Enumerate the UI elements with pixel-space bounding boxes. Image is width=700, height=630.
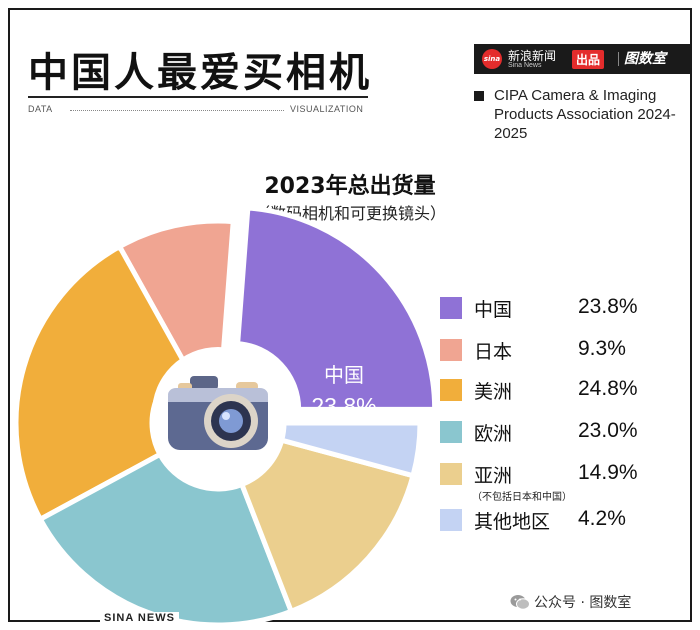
brand-name-en: Sina News xyxy=(508,62,542,69)
legend-label: 其他地区 xyxy=(474,511,551,533)
legend-item: 欧洲 23.0% xyxy=(440,419,650,445)
partner-logo: 图数室 xyxy=(624,51,666,67)
legend-label: 欧洲 xyxy=(474,423,513,445)
legend-label: 美洲 xyxy=(474,381,513,403)
donut-slices xyxy=(13,205,438,628)
title-rule xyxy=(28,96,368,98)
donut-slice-5 xyxy=(238,437,417,615)
visualization-label: VISUALIZATION xyxy=(290,104,364,114)
legend-value: 23.0% xyxy=(578,419,638,442)
donut-slice-6 xyxy=(278,420,423,479)
legend-swatch xyxy=(440,297,462,319)
legend-value: 24.8% xyxy=(578,377,638,400)
highlight-slice-label: 中国 xyxy=(324,363,364,387)
source-bullet-icon xyxy=(474,91,484,101)
footer-wechat: 公众号 · 图数室 xyxy=(510,592,631,612)
legend-note: （不包括日本和中国） xyxy=(472,492,572,503)
legend-item: 中国 23.8% xyxy=(440,295,650,321)
data-label: DATA xyxy=(28,104,53,114)
wechat-icon xyxy=(510,595,530,610)
camera-icon xyxy=(152,347,284,479)
donut-slice-4 xyxy=(36,451,295,628)
chart-title: 2023年总出货量 xyxy=(264,174,436,199)
legend-item: 日本 9.3% xyxy=(440,337,650,363)
legend-swatch xyxy=(440,339,462,361)
legend-label: 日本 xyxy=(474,341,513,363)
page-title: 中国人最爱买相机 xyxy=(28,50,372,96)
brand-produced-badge: 出品 xyxy=(572,50,605,69)
source-text: CIPA Camera & Imaging Products Associati… xyxy=(494,87,676,142)
legend-label: 亚洲 xyxy=(474,465,513,487)
legend-swatch xyxy=(440,463,462,485)
legend-value: 4.2% xyxy=(578,507,626,530)
footer-source: SINA NEWS xyxy=(100,612,179,624)
brand-bar: sina 新浪新闻 Sina News 出品 图数室 xyxy=(474,44,690,74)
legend-item: 其他地区 4.2% xyxy=(440,507,650,533)
legend-item: 美洲 24.8% xyxy=(440,377,650,403)
dotted-divider xyxy=(70,110,284,111)
legend-value: 23.8% xyxy=(578,295,638,318)
legend-swatch xyxy=(440,379,462,401)
legend-value: 14.9% xyxy=(578,461,638,484)
brand-divider xyxy=(618,52,619,66)
sina-logo-icon: sina xyxy=(482,49,502,69)
legend-value: 9.3% xyxy=(578,337,626,360)
highlight-slice-value: 23.8% xyxy=(311,393,376,419)
legend-label: 中国 xyxy=(474,299,513,321)
legend-swatch xyxy=(440,421,462,443)
footer-wechat-text: 公众号 · 图数室 xyxy=(534,595,632,611)
legend-item: 亚洲 14.9% xyxy=(440,461,650,487)
legend-swatch xyxy=(440,509,462,531)
donut-slice-1 xyxy=(234,205,438,412)
brand-name: 新浪新闻 xyxy=(508,49,557,63)
